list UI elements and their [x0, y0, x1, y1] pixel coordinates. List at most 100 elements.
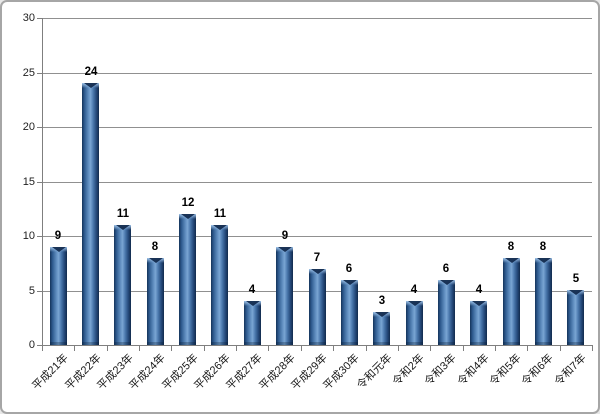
bar [438, 280, 455, 345]
x-tick-mark [74, 346, 75, 351]
bar-foot [341, 342, 358, 345]
x-tick-mark [139, 346, 140, 351]
x-tick-mark [366, 346, 367, 351]
y-tick-label: 30 [22, 12, 35, 24]
bar-notch [245, 301, 260, 306]
y-tick-label: 25 [22, 66, 35, 79]
bar-notch [51, 247, 66, 252]
bar-value-label: 9 [281, 230, 289, 242]
x-axis [42, 345, 593, 346]
bar-notch [310, 269, 325, 274]
bar-notch [212, 225, 227, 230]
bar [470, 301, 487, 345]
gridline [42, 72, 592, 74]
x-tick-mark [171, 346, 172, 351]
x-tick-label: 平成21年 [30, 352, 71, 393]
bar-foot [50, 342, 67, 345]
bar-foot [406, 342, 423, 345]
bar-notch [180, 214, 195, 219]
x-tick-mark [560, 346, 561, 351]
y-tick-mark [37, 72, 42, 74]
bar-foot [114, 342, 131, 345]
bar-foot [567, 342, 584, 345]
bar [147, 258, 164, 345]
bar-value-label: 4 [410, 284, 418, 296]
bar [244, 301, 261, 345]
x-tick-label: 令和5年 [487, 352, 524, 389]
x-tick-label: 令和6年 [519, 352, 556, 389]
bar-notch [439, 280, 454, 285]
x-tick-mark [527, 346, 528, 351]
bar-foot [82, 342, 99, 345]
x-tick-label: 令和元年 [354, 352, 395, 392]
gridline [42, 18, 592, 19]
y-tick-label: 5 [28, 284, 35, 297]
bar-foot [535, 342, 552, 345]
x-tick-label: 令和3年 [422, 352, 459, 389]
bar-value-label: 12 [181, 197, 195, 209]
bar-foot [244, 342, 261, 345]
bar-foot [470, 342, 487, 345]
x-tick-mark [495, 346, 496, 351]
bar [114, 225, 131, 345]
bar-value-label: 11 [116, 208, 130, 220]
bar-value-label: 4 [475, 284, 483, 296]
bar-foot [309, 342, 326, 345]
bar [567, 290, 584, 345]
bar [276, 247, 293, 345]
bar-value-label: 9 [54, 230, 62, 242]
bar-foot [438, 342, 455, 345]
y-tick-mark [37, 236, 42, 237]
y-tick-mark [37, 290, 42, 292]
bar [373, 312, 390, 345]
bar [82, 83, 99, 345]
bar-value-label: 7 [313, 252, 321, 264]
bar-notch [342, 280, 357, 285]
bar-foot [373, 342, 390, 345]
bar-notch [148, 258, 163, 263]
x-tick-mark [592, 346, 593, 351]
y-axis [42, 18, 43, 345]
y-tick-mark [37, 127, 42, 128]
gridline [42, 127, 592, 128]
bar-value-label: 6 [345, 263, 353, 275]
bar-foot [503, 342, 520, 345]
bar [309, 269, 326, 345]
bar-value-label: 8 [539, 241, 547, 253]
bar-notch [407, 301, 422, 306]
bar-notch [471, 301, 486, 306]
bar-notch [504, 258, 519, 263]
bar-value-label: 5 [572, 273, 580, 285]
y-tick-label: 10 [22, 230, 35, 242]
bar-notch [83, 83, 98, 88]
bar-value-label: 3 [378, 295, 386, 307]
bar-notch [568, 290, 583, 295]
x-tick-mark [236, 346, 237, 351]
bar [211, 225, 228, 345]
bar-value-label: 8 [151, 241, 159, 253]
bar-foot [276, 342, 293, 345]
bar [503, 258, 520, 345]
gridline [42, 236, 592, 237]
x-tick-mark [301, 346, 302, 351]
x-tick-mark [398, 346, 399, 351]
bar [406, 301, 423, 345]
y-tick-label: 20 [22, 121, 35, 133]
x-tick-mark [204, 346, 205, 351]
x-tick-mark [268, 346, 269, 351]
bar-value-label: 6 [442, 263, 450, 275]
bar-foot [179, 342, 196, 345]
bar-value-label: 8 [507, 241, 515, 253]
x-tick-mark [463, 346, 464, 351]
gridline [42, 181, 592, 183]
bar [50, 247, 67, 345]
bar-notch [374, 312, 389, 317]
bar-value-label: 24 [84, 66, 98, 78]
x-tick-mark [42, 346, 43, 351]
bar [179, 214, 196, 345]
bar-foot [211, 342, 228, 345]
bar [341, 280, 358, 345]
bar-notch [277, 247, 292, 252]
bar-foot [147, 342, 164, 345]
